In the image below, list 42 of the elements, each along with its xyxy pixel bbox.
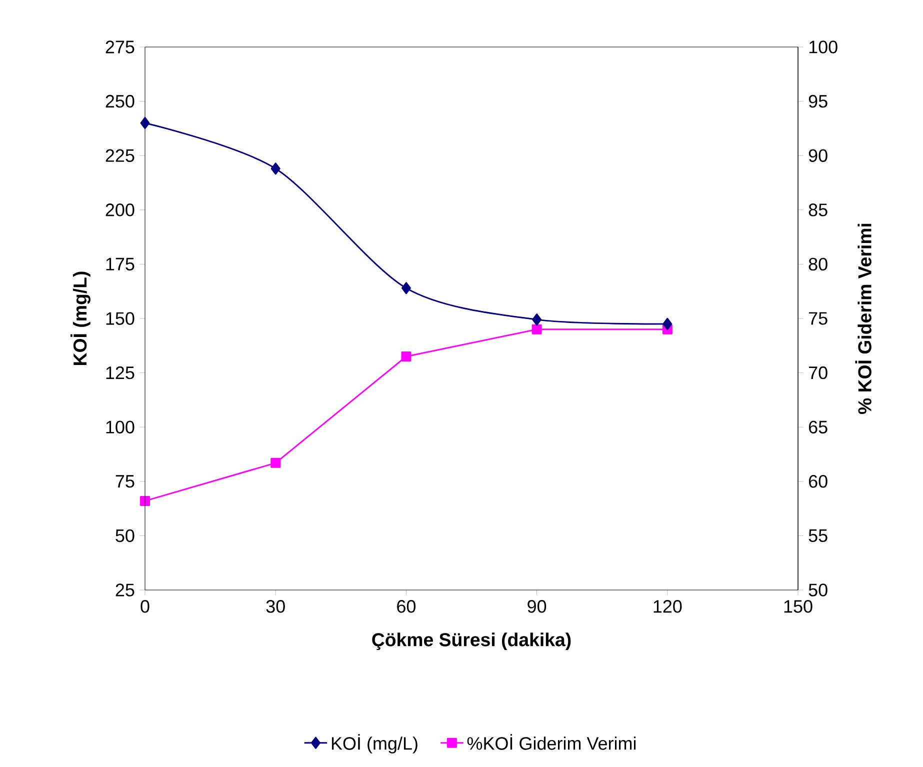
y2-tick-label: 95 xyxy=(808,94,828,108)
legend-label: KOİ (mg/L) xyxy=(332,734,418,754)
y2-tick-label: 85 xyxy=(808,204,828,216)
y2-tick-label: 55 xyxy=(808,529,828,542)
y2-tick-label: 65 xyxy=(808,420,828,434)
y2-axis-title: % KOİ Giderim Verimi xyxy=(855,224,872,414)
point xyxy=(532,314,542,326)
y-tick-label: 25 xyxy=(116,584,134,596)
point xyxy=(532,324,542,334)
point xyxy=(140,496,150,506)
y2-tick-label: 75 xyxy=(808,312,828,325)
y-tick-label: 250 xyxy=(106,94,134,108)
point xyxy=(270,162,280,175)
point xyxy=(401,282,411,294)
point xyxy=(662,318,672,330)
y-tick-label: 200 xyxy=(106,204,134,216)
y-tick-label: 150 xyxy=(106,312,134,325)
x-axis-title: Çökme Süresi (dakika) xyxy=(372,632,571,650)
y-tick-label: 125 xyxy=(106,366,134,380)
x-tick-label: 120 xyxy=(654,600,682,613)
y-tick-label: 50 xyxy=(116,529,134,542)
y-tick-label: 75 xyxy=(116,475,134,488)
y-tick-label: 275 xyxy=(106,40,134,54)
y2-tick-label: 80 xyxy=(808,258,828,271)
x-tick-label: 0 xyxy=(140,600,150,613)
y2-tick-label: 100 xyxy=(809,40,838,54)
point xyxy=(401,352,412,362)
legend-label: %KOİ Giderim Verimi xyxy=(467,734,636,750)
y2-tick-label: 70 xyxy=(808,366,828,380)
y2-tick-label: 50 xyxy=(808,584,828,596)
point xyxy=(140,116,150,130)
x-tick-label: 60 xyxy=(397,600,416,613)
y2-tick-label: 90 xyxy=(808,149,828,162)
y2-tick-label: 60 xyxy=(808,475,828,488)
x-tick-label: 150 xyxy=(784,600,812,613)
x-tick-label: 30 xyxy=(266,600,285,613)
x-tick-label: 90 xyxy=(528,600,546,613)
y-axis-title: KOİ (mg/L) xyxy=(70,272,90,365)
y-tick-label: 175 xyxy=(106,258,134,270)
y-tick-label: 225 xyxy=(106,149,134,162)
point xyxy=(270,458,281,468)
y-tick-label: 100 xyxy=(106,420,134,434)
